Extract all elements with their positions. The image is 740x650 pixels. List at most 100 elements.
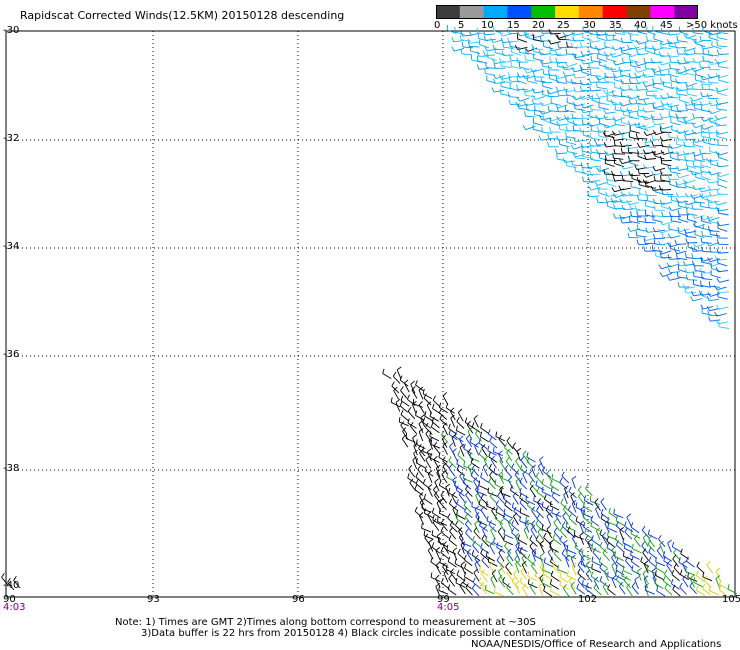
wind-barb (406, 394, 416, 406)
wind-barb (561, 549, 570, 562)
wind-barb (660, 170, 672, 176)
legend-swatch (483, 5, 508, 19)
wind-barb (526, 452, 536, 463)
wind-barb (497, 491, 505, 504)
lon-label-90: 90 (3, 594, 16, 605)
wind-barb (523, 526, 529, 539)
wind-barb (715, 73, 729, 79)
wind-barb (435, 464, 441, 478)
wind-barb (658, 534, 666, 548)
wind-barb (430, 556, 440, 568)
wind-barb (623, 543, 634, 554)
wind-barb (515, 457, 522, 470)
wind-barb (692, 139, 704, 148)
wind-barb (608, 507, 618, 519)
wind-barb (447, 513, 455, 526)
wind-barb (438, 585, 449, 595)
wind-barb (494, 586, 504, 597)
wind-barb (576, 583, 586, 595)
wind-barb (717, 223, 728, 232)
wind-barb (418, 386, 424, 400)
legend-swatch (531, 5, 556, 19)
wind-barb (473, 568, 480, 582)
wind-barb (707, 225, 720, 232)
wind-barb (572, 36, 585, 42)
wind-barb (710, 269, 721, 279)
wind-barb (490, 526, 496, 540)
wind-barb (585, 569, 593, 583)
wind-barb (708, 585, 719, 596)
wind-barb (539, 35, 552, 42)
map-frame (5, 30, 736, 598)
wind-barb (613, 34, 624, 43)
wind-barb (418, 420, 424, 434)
wind-barb (407, 406, 416, 420)
wind-barb (663, 81, 674, 90)
wind-barb (653, 33, 664, 43)
wind-barb (448, 456, 457, 469)
wind-barb (623, 576, 632, 589)
wind-barb (627, 94, 641, 100)
lon-label-99: 99 (437, 594, 450, 605)
wind-barb (600, 497, 607, 511)
wind-barb (707, 49, 719, 57)
wind-barb (676, 35, 688, 43)
wind-barb (506, 37, 520, 43)
wind-barb (642, 548, 650, 561)
wind-barb (418, 400, 425, 414)
wind-barb (460, 561, 466, 575)
wind-barb (716, 40, 728, 48)
wind-barb (464, 417, 474, 429)
wind-barb (557, 42, 569, 49)
wind-barb (395, 398, 401, 412)
wind-barb (679, 569, 690, 581)
wind-barb (630, 550, 640, 560)
wind-barb (438, 508, 449, 519)
wind-barb (449, 442, 456, 456)
wind-barb (548, 46, 562, 52)
lat-label-38: -38 (3, 463, 20, 474)
legend-swatch (555, 5, 580, 19)
wind-barb (531, 520, 538, 533)
wind-barb (676, 49, 689, 55)
wind-barb (691, 246, 704, 252)
wind-barb (516, 57, 529, 63)
wind-barb (670, 82, 682, 90)
wind-barb (702, 48, 714, 57)
wind-barb (599, 562, 608, 575)
wind-barb (628, 78, 641, 85)
wind-barb (582, 168, 593, 176)
wind-barb (643, 154, 657, 160)
wind-barb (660, 94, 673, 100)
wind-barb (574, 53, 586, 62)
wind-barb (504, 464, 512, 478)
wind-barb (500, 88, 511, 97)
wind-barb (579, 85, 592, 92)
wind-barb (494, 513, 504, 525)
wind-barb (612, 130, 625, 136)
wind-barb (566, 97, 577, 106)
wind-barb (582, 151, 593, 160)
wind-barb (442, 562, 449, 576)
wind-barb (596, 197, 608, 204)
wind-barb (694, 154, 705, 162)
wind-barb (515, 477, 521, 491)
lat-label-32: -32 (3, 133, 20, 144)
wind-barb (646, 564, 657, 575)
wind-barb (499, 518, 505, 532)
wind-barb (716, 232, 728, 239)
wind-barb (570, 492, 576, 506)
wind-barb (442, 392, 449, 405)
wind-barb (478, 480, 489, 491)
wind-barb (652, 103, 664, 111)
wind-barb (489, 491, 498, 505)
wind-barb (638, 122, 649, 132)
wind-barb (566, 544, 577, 555)
wind-barb (472, 577, 482, 590)
wind-barb (543, 41, 554, 50)
wind-barb (659, 272, 673, 278)
wind-barb (415, 478, 424, 491)
legend-label-20: 20 (532, 20, 545, 31)
wind-barb (626, 583, 633, 596)
wind-barb (593, 583, 602, 596)
